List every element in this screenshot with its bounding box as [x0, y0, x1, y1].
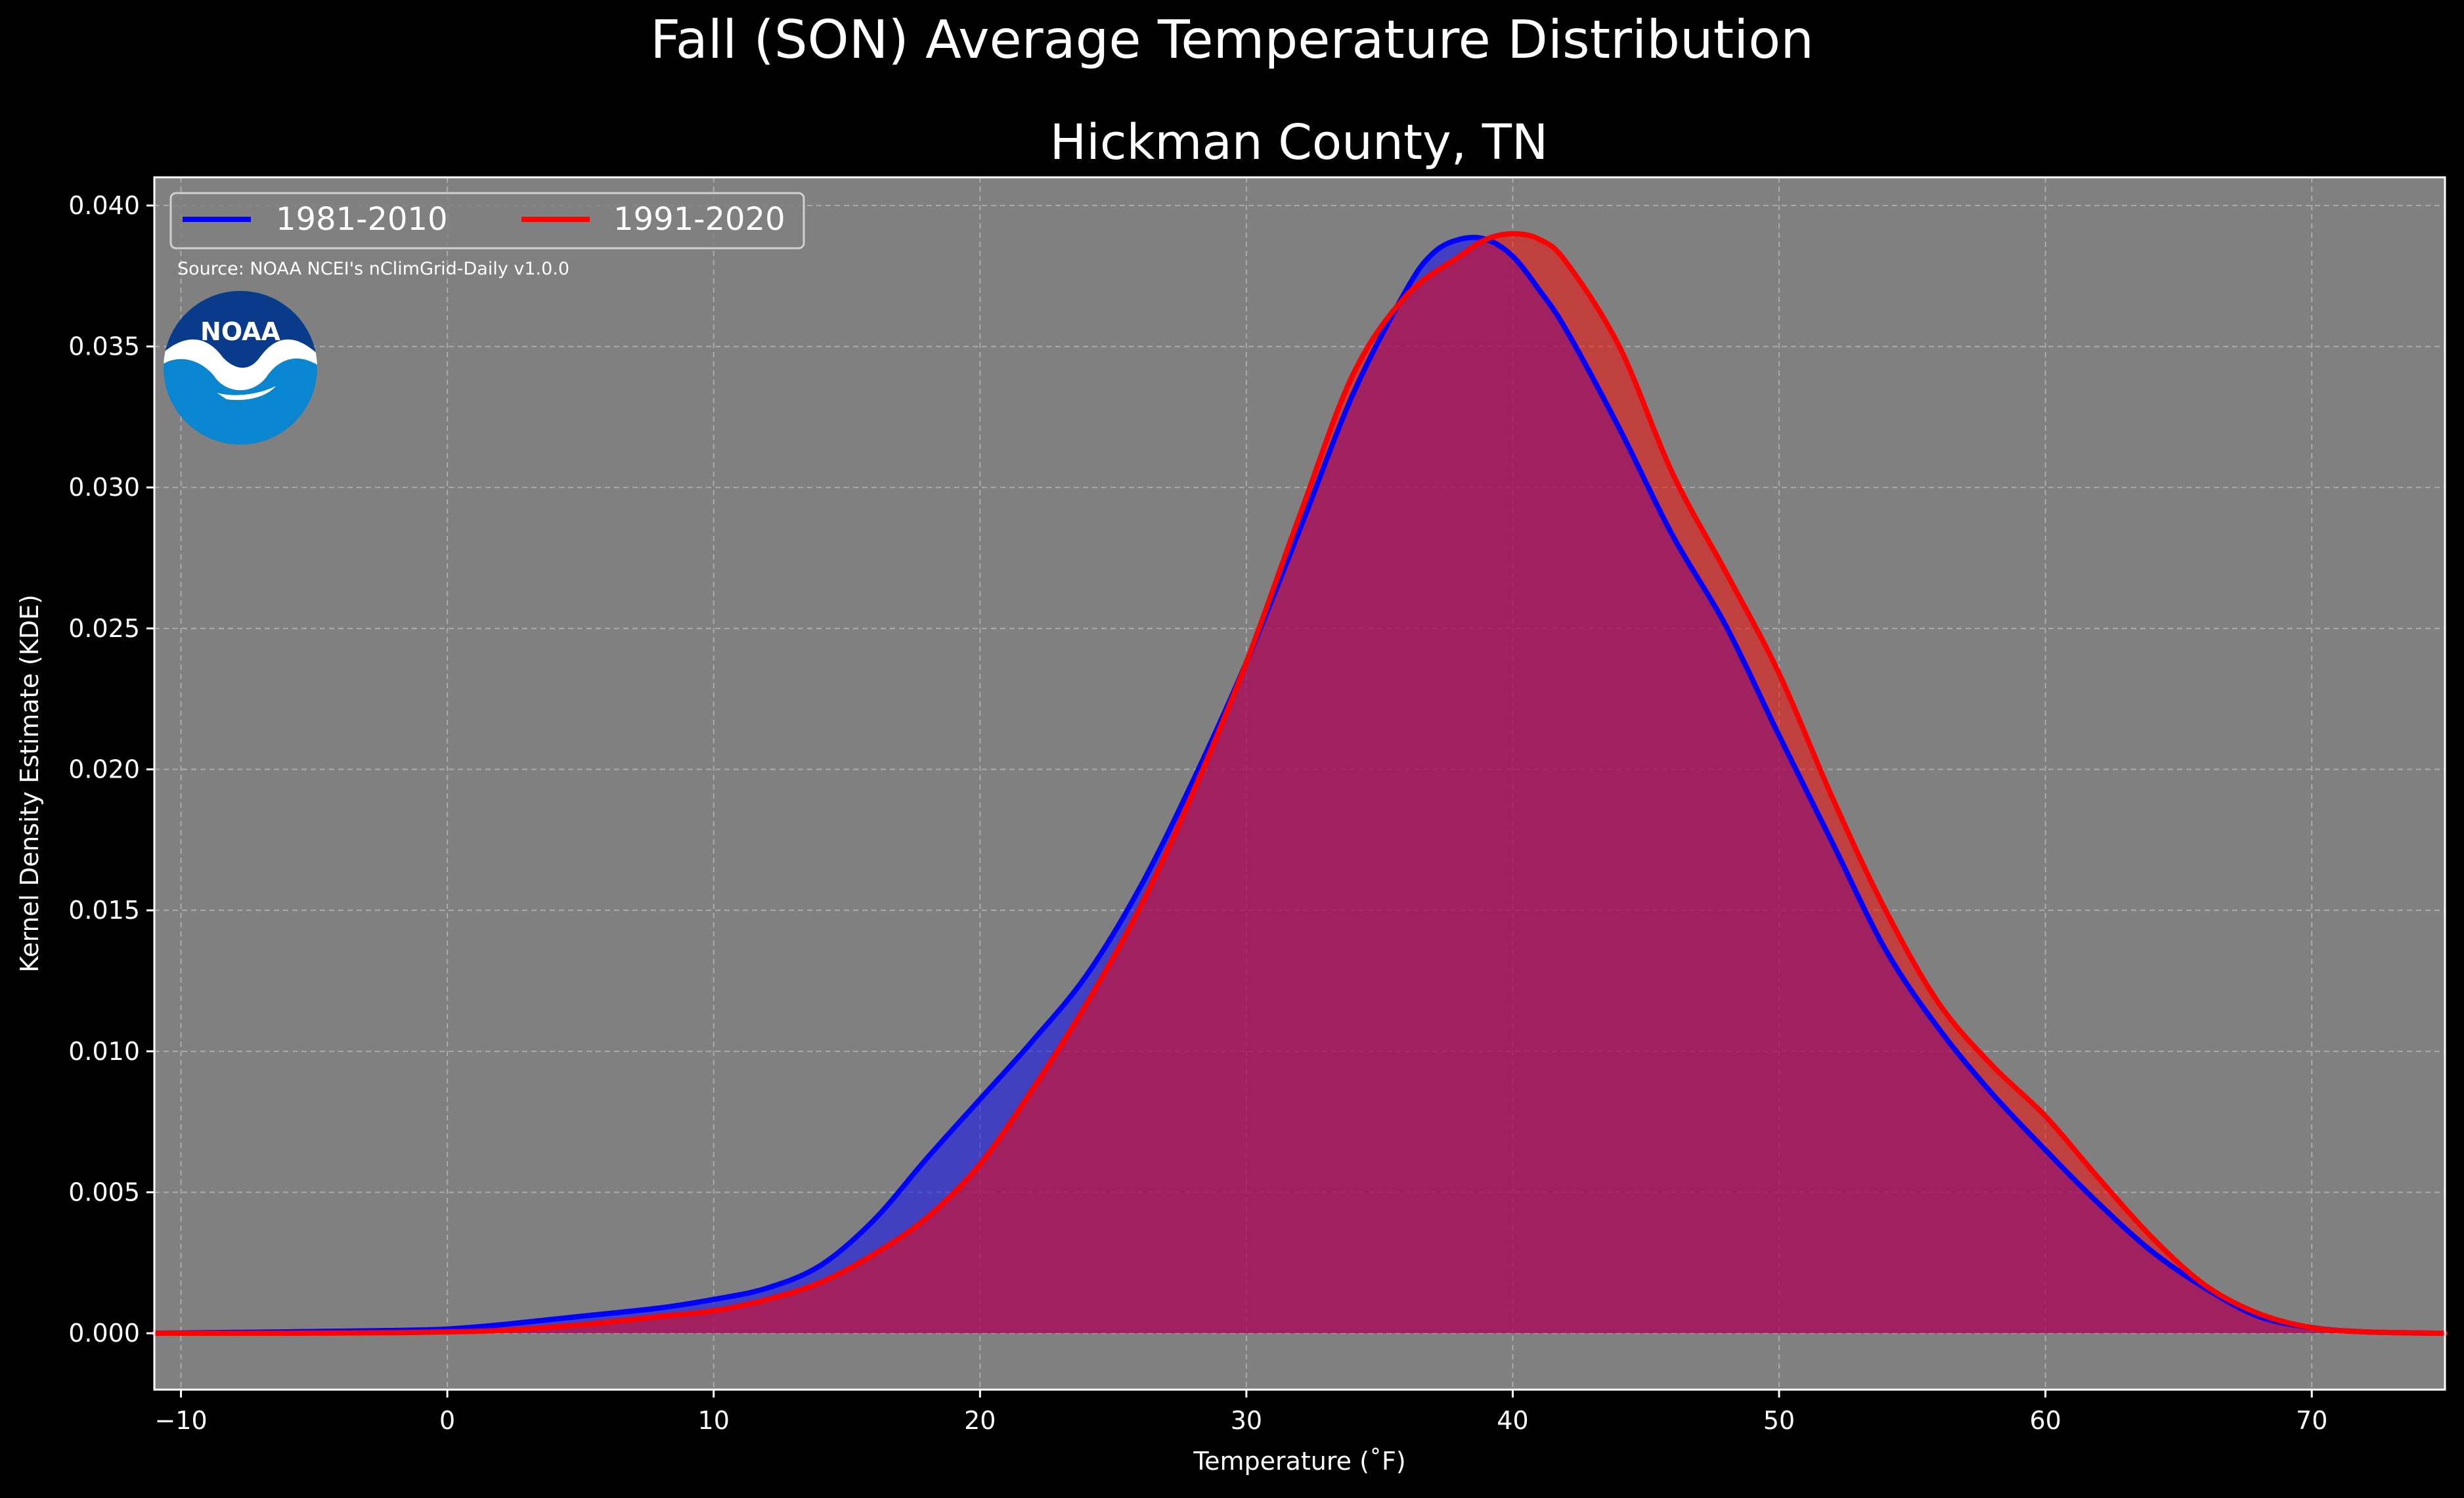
density-lines: [152, 231, 2448, 1336]
x-tick-label: 50: [1763, 1406, 1795, 1435]
x-axis-label: Temperature (˚F): [1193, 1447, 1405, 1476]
legend: 1981-2010 1991-2020: [169, 192, 805, 250]
plot-frame: [153, 176, 2446, 1391]
chart-title: Fall (SON) Average Temperature Distribut…: [650, 9, 1814, 70]
y-axis-ticks: 0.000 0.005 0.010 0.015 0.020 0.025 0.030 0.035…: [68, 191, 154, 1348]
x-tick-label: −10: [154, 1406, 207, 1435]
source-note: Source: NOAA NCEI's nClimGrid-Daily v1.0…: [177, 259, 569, 279]
density-line-1991-2020: [152, 231, 2448, 1336]
x-tick-label: 70: [2296, 1406, 2327, 1435]
density-areas: [154, 233, 2445, 1334]
y-tick-label: 0.000: [68, 1319, 140, 1348]
density-line-1981-2010: [152, 234, 2448, 1336]
noaa-logo-text: NOAA: [200, 317, 280, 346]
y-tick-label: 0.010: [68, 1037, 140, 1066]
y-axis-label: Kernel Density Estimate (KDE): [15, 594, 44, 973]
legend-label-1981-2010: 1981-2010: [276, 201, 448, 238]
y-tick-label: 0.015: [68, 896, 140, 925]
x-tick-label: 60: [2029, 1406, 2061, 1435]
y-tick-label: 0.005: [68, 1178, 140, 1206]
y-tick-label: 0.030: [68, 473, 140, 502]
legend-box: [169, 192, 805, 250]
x-tick-label: 10: [698, 1406, 730, 1435]
legend-label-1991-2020: 1991-2020: [613, 201, 785, 238]
x-tick-label: 30: [1231, 1406, 1262, 1435]
x-tick-label: 40: [1497, 1406, 1528, 1435]
chart-subtitle: Hickman County, TN: [1050, 114, 1549, 171]
noaa-logo-icon: NOAA: [164, 291, 317, 445]
plot-area: [152, 176, 2448, 1391]
y-tick-label: 0.035: [68, 332, 140, 361]
x-axis-ticks: −10 0 10 20 30 40 50 60 70: [154, 1390, 2327, 1435]
y-tick-label: 0.025: [68, 614, 140, 643]
x-tick-label: 20: [964, 1406, 996, 1435]
density-area-1991-2020: [154, 233, 2445, 1334]
y-tick-label: 0.020: [68, 755, 140, 784]
y-tick-label: 0.040: [68, 191, 140, 220]
x-tick-label: 0: [439, 1406, 455, 1435]
